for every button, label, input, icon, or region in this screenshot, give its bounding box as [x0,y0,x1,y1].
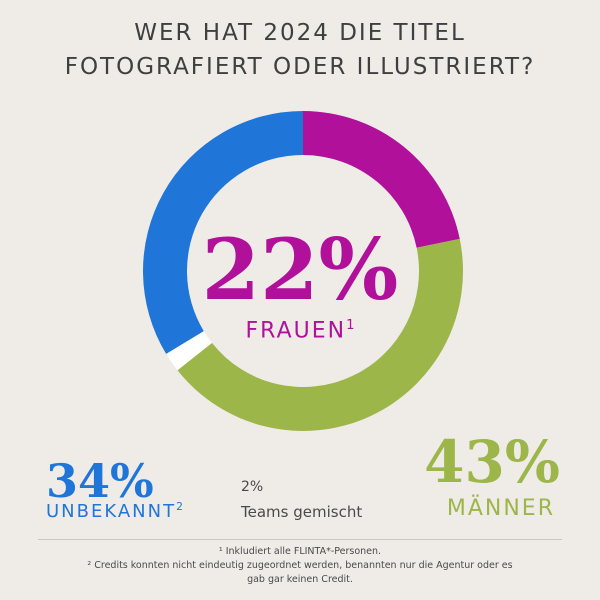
footnote-2-line2: gab gar keinen Credit. [247,574,353,585]
frauen-footnote-marker: 1 [346,318,355,333]
unbekannt-percentage: 34% [46,454,154,508]
donut-slice-unbekannt [142,111,303,354]
frauen-percentage: 22% [201,220,399,319]
footnotes: ¹ Inkludiert alle FLINTA*-Personen. ² Cr… [0,545,600,587]
chart-title-line2: FOTOGRAFIERT ODER ILLUSTRIERT? [64,54,536,80]
donut-slice-männer [177,238,464,432]
frauen-label-text: FRAUEN [245,318,347,344]
unbekannt-label: UNBEKANNT2 [46,500,183,522]
footnote-2-line1: ² Credits konnten nicht eindeutig zugeor… [87,560,513,571]
chart-title: WER HAT 2024 DIE TITEL FOTOGRAFIERT ODER… [0,16,600,84]
footnote-1: ¹ Inkludiert alle FLINTA*-Personen. [218,546,382,557]
frauen-label: FRAUEN1 [0,318,600,343]
teams-percentage: 2% [241,479,264,495]
donut-slice-teams-gemischt [166,331,212,371]
unbekannt-footnote-marker: 2 [176,500,183,513]
footnote-divider [38,539,562,540]
unbekannt-label-text: UNBEKANNT [46,501,177,522]
maenner-label: MÄNNER [446,496,555,521]
donut-slice-frauen [303,111,460,248]
chart-title-line1: WER HAT 2024 DIE TITEL [134,20,466,46]
teams-label: Teams gemischt [241,503,363,521]
maenner-percentage: 43% [424,428,560,496]
